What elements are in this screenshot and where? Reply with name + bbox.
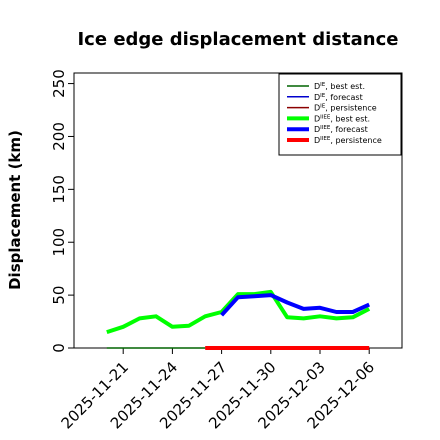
series-line [106, 289, 371, 335]
legend-entry: DIIEE, best est. [314, 114, 370, 123]
y-tick-label: 50 [50, 286, 68, 305]
chart-title: Ice edge displacement distance [77, 29, 398, 50]
legend-entry: DIIEE, forecast [314, 125, 368, 134]
series-line [220, 293, 371, 317]
y-axis-label: Displacement (km) [6, 130, 24, 290]
x-axis: 2025-11-212025-11-242025-11-272025-11-30… [58, 348, 378, 432]
y-tick-label: 200 [50, 122, 68, 151]
y-tick-label: 0 [50, 343, 68, 353]
y-axis: 0 50 100 150 200 250 [50, 69, 74, 353]
y-tick-label: 150 [50, 175, 68, 204]
legend-box [278, 73, 402, 156]
y-tick-label: 100 [50, 228, 68, 257]
legend-entry: DIE, persistence [314, 104, 377, 113]
legend: DIE, best est. DIE, forecast DIE, persiste… [278, 73, 402, 156]
series-layer [106, 289, 371, 350]
legend-entry: DIE, forecast [314, 93, 363, 102]
legend-entry: DIIEE, persistence [314, 136, 382, 145]
y-tick-label: 250 [50, 69, 68, 98]
legend-entry: DIE, best est. [314, 82, 365, 91]
